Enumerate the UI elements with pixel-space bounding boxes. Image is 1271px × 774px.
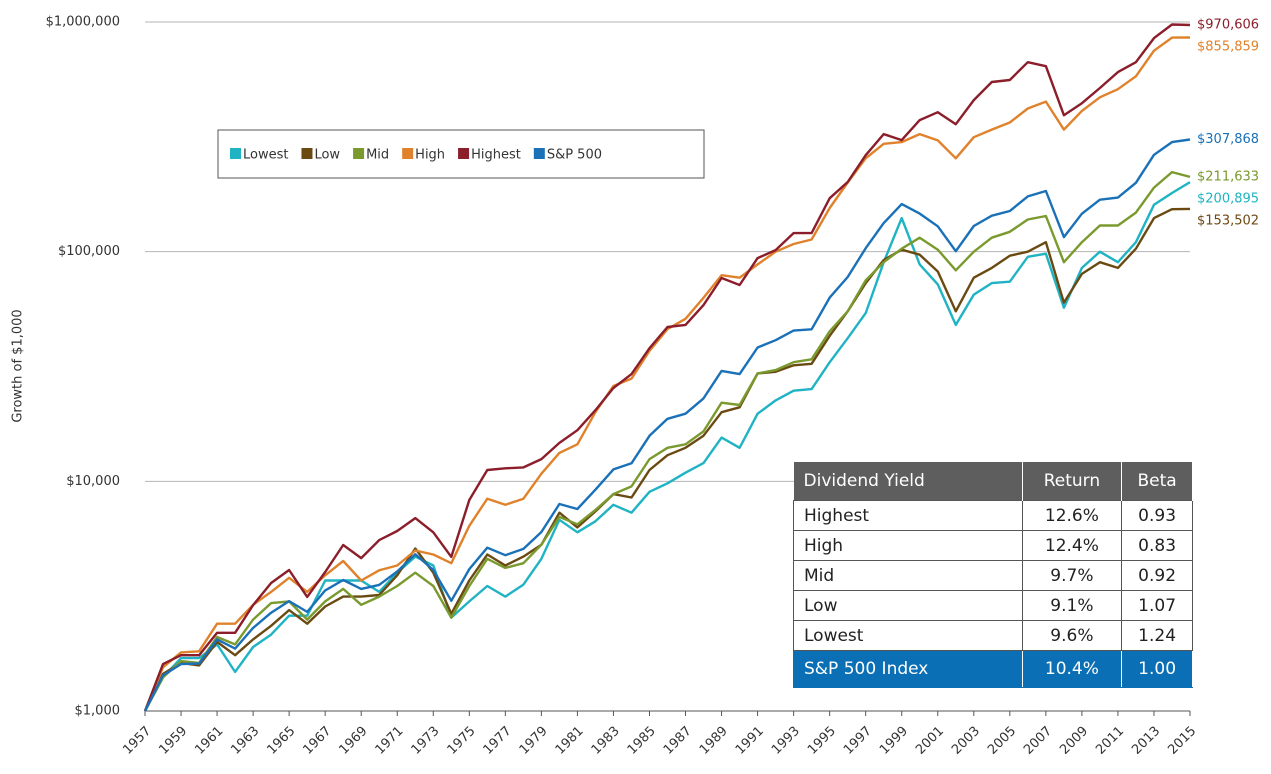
x-tick-label: 1969: [337, 724, 371, 758]
x-tick-label: 1983: [589, 724, 623, 758]
series-line: [143, 207, 1191, 712]
y-tick-label: $1,000: [75, 704, 121, 719]
x-tick-label: 1967: [300, 724, 334, 758]
end-label: $970,606: [1197, 17, 1259, 32]
table-cell: 12.4%: [1021, 530, 1123, 561]
table-header-cell: Dividend Yield: [793, 462, 1023, 501]
x-tick-label: 1987: [661, 724, 695, 758]
x-tick-label: 1973: [409, 724, 443, 758]
x-tick-label: 1971: [373, 724, 407, 758]
table-cell: 10.4%: [1021, 650, 1123, 688]
legend-swatch: [533, 148, 545, 159]
table-cell: Low: [793, 590, 1023, 621]
legend-label: Highest: [471, 148, 521, 163]
end-label: $855,859: [1197, 39, 1259, 54]
x-tick-label: 2003: [949, 724, 983, 758]
end-label: $211,633: [1197, 169, 1259, 184]
y-tick-label: $100,000: [58, 244, 120, 259]
legend-label: High: [415, 148, 445, 163]
x-tick-label: 1991: [733, 724, 767, 758]
end-label: $307,868: [1197, 132, 1259, 147]
x-tick-label: 1999: [877, 724, 911, 758]
legend-label: Lowest: [243, 148, 288, 163]
end-label: $200,895: [1197, 191, 1259, 206]
legend-label: S&P 500: [547, 148, 602, 163]
table-cell: 12.6%: [1021, 500, 1123, 531]
table-cell: 1.07: [1121, 590, 1193, 621]
legend-swatch: [402, 148, 414, 159]
table-cell: S&P 500 Index: [793, 650, 1023, 688]
x-tick-label: 1995: [805, 724, 839, 758]
table-header-cell: Beta: [1121, 462, 1193, 501]
x-tick-label: 1985: [625, 724, 659, 758]
table-cell: Highest: [793, 500, 1023, 531]
table-row: Mid 9.7% 0.92: [793, 560, 1193, 591]
legend-swatch: [301, 148, 313, 159]
table-header-row: Dividend Yield Return Beta: [793, 462, 1193, 501]
x-tick-label: 1975: [445, 724, 479, 758]
legend-swatch: [230, 148, 241, 159]
x-tick-label: 2009: [1057, 724, 1091, 758]
y-axis-label: Growth of $1,000: [11, 309, 26, 422]
table-row: Low 9.1% 1.07: [793, 590, 1193, 621]
table-row: Lowest 9.6% 1.24: [793, 620, 1193, 651]
table-cell: Mid: [793, 560, 1023, 591]
table-cell: High: [793, 530, 1023, 561]
legend-swatch: [353, 148, 365, 159]
y-tick-label: $1,000,000: [46, 15, 120, 30]
legend-label: Mid: [366, 148, 389, 163]
table-cell: 0.93: [1121, 500, 1193, 531]
table-cell: 1.24: [1121, 620, 1193, 651]
x-tick-label: 2015: [1165, 724, 1199, 758]
x-tick-label: 2001: [913, 724, 947, 758]
legend-label: Low: [314, 148, 340, 163]
table-cell: Lowest: [793, 620, 1023, 651]
table-cell: 0.83: [1121, 530, 1193, 561]
series-line: [143, 181, 1191, 712]
table-cell: 9.1%: [1021, 590, 1123, 621]
x-tick-label: 2013: [1129, 724, 1163, 758]
x-tick-label: 1977: [481, 724, 515, 758]
x-tick-label: 2011: [1093, 724, 1127, 758]
table-cell: 9.7%: [1021, 560, 1123, 591]
table-row: Highest 12.6% 0.93: [793, 500, 1193, 531]
table-header-cell: Return: [1022, 462, 1123, 501]
x-tick-label: 2007: [1021, 724, 1055, 758]
x-tick-label: 1989: [697, 724, 731, 758]
series-line: [143, 23, 1191, 712]
x-tick-label: 1961: [192, 724, 226, 758]
x-tick-label: 1993: [769, 724, 803, 758]
x-tick-label: 1959: [156, 724, 190, 758]
x-tick-label: 1957: [120, 724, 154, 758]
table-cell: 0.92: [1121, 560, 1193, 591]
x-tick-label: 1997: [841, 724, 875, 758]
x-tick-label: 1979: [517, 724, 551, 758]
table-row: S&P 500 Index 10.4% 1.00: [793, 650, 1193, 688]
x-tick-label: 1963: [228, 724, 262, 758]
x-tick-label: 1981: [553, 724, 587, 758]
series-line: [143, 170, 1191, 712]
legend-swatch: [458, 148, 470, 159]
stats-table: Dividend Yield Return Beta Highest 12.6% 0.93…: [793, 462, 1193, 688]
table-row: High 12.4% 0.83: [793, 530, 1193, 561]
table-cell: 9.6%: [1021, 620, 1123, 651]
series-line: [143, 138, 1191, 712]
table-cell: 1.00: [1121, 650, 1193, 688]
x-tick-label: 1965: [264, 724, 298, 758]
x-tick-label: 2005: [985, 724, 1019, 758]
end-label: $153,502: [1197, 213, 1259, 228]
y-tick-label: $10,000: [66, 474, 120, 489]
